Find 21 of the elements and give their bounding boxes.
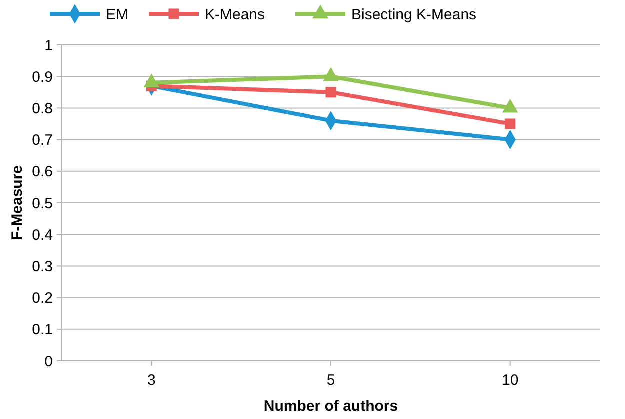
x-tick-label: 3 [147,372,156,389]
y-tick-label: 0.1 [32,322,53,339]
y-tick-label: 0.9 [32,68,53,86]
y-tick-label: 0.7 [32,132,53,150]
y-tick-label: 0 [44,353,53,370]
y-tick-label: 0.6 [32,164,53,181]
legend-label: K-Means [205,6,266,24]
x-axis-title: Number of authors [264,398,398,415]
point [505,118,516,130]
y-tick-label: 1 [44,37,53,54]
x-tick-label: 5 [326,372,336,389]
y-axis-title: F-Measure [9,165,26,241]
y-tick-label: 0.5 [32,195,53,212]
legend-label: Bisecting K-Means [352,6,477,24]
y-tick-label: 0.4 [32,226,53,244]
point [326,87,336,98]
x-tick-label: 10 [502,372,519,389]
y-tick-label: 0.3 [32,258,53,276]
y-tick-label: 0.2 [32,290,53,308]
y-tick-label: 0.8 [32,100,53,118]
legend-label: EM [106,6,128,24]
